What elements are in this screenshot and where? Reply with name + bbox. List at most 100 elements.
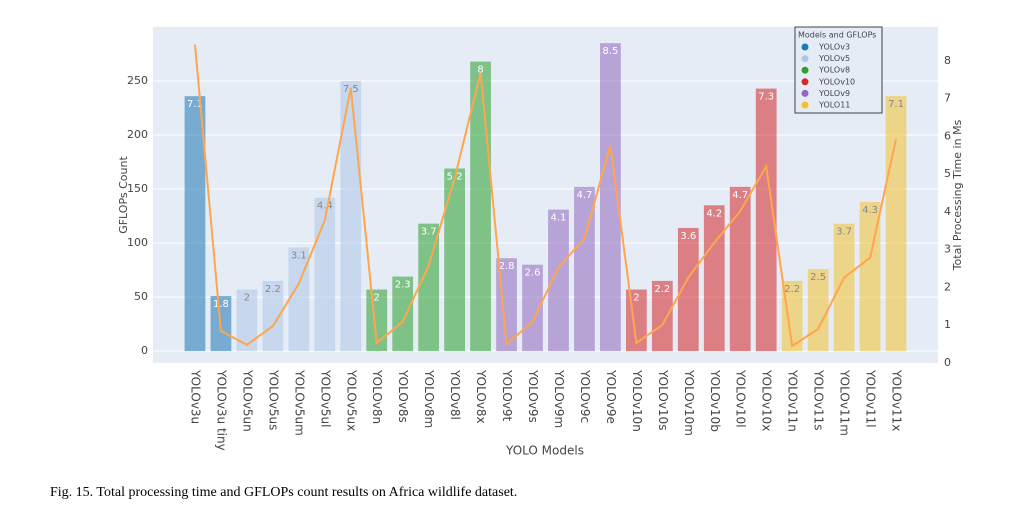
x-tick-label: YOLOv9t xyxy=(500,369,514,422)
caption: Fig. 15. Total processing time and GFLOP… xyxy=(50,485,517,500)
y-axis-title: GFLOPs Count xyxy=(117,156,130,234)
x-tick-label: YOLOv5ux xyxy=(344,369,358,431)
x-tick-label: YOLOv8x xyxy=(474,369,488,424)
bar-text: 4.7 xyxy=(732,190,748,201)
x-tick-label: YOLOv8s xyxy=(396,369,410,423)
y2-tick-label: 3 xyxy=(944,243,951,256)
bar xyxy=(703,205,725,352)
x-axis-title: YOLO Models xyxy=(505,444,584,458)
x-tick-label: YOLOv10n xyxy=(630,369,644,432)
bar xyxy=(314,197,336,352)
bar-text: 3.6 xyxy=(680,231,696,242)
x-tick-label: YOLOv9e xyxy=(604,369,618,424)
bar-text: 2.3 xyxy=(395,280,411,291)
y-tick-label: 150 xyxy=(127,182,148,195)
bar-text: 3.1 xyxy=(291,250,307,261)
legend-title: Models and GFLOPs xyxy=(798,31,876,40)
y-tick-label: 200 xyxy=(127,128,148,141)
bar xyxy=(184,96,206,352)
bar xyxy=(729,186,751,352)
x-tick-label: YOLOv8m xyxy=(422,369,436,428)
legend-swatch xyxy=(801,89,809,97)
bar-text: 3.7 xyxy=(836,227,852,238)
bar-text: 4.3 xyxy=(862,205,878,216)
legend-swatch xyxy=(801,78,809,86)
x-tick-label: YOLOv8l xyxy=(448,369,462,420)
x-tick-label: YOLOv11m xyxy=(838,369,852,436)
y-tick-label: 0 xyxy=(141,344,148,357)
bar-text: 2.2 xyxy=(654,284,670,295)
bar-text: 1.8 xyxy=(213,299,229,310)
bar xyxy=(885,96,907,352)
y-tick-label: 250 xyxy=(127,74,148,87)
y2-tick-label: 8 xyxy=(944,54,951,67)
x-tick-label: YOLOv10m xyxy=(682,369,696,436)
x-tick-label: YOLOv10b xyxy=(708,369,722,432)
bar-text: 7.1 xyxy=(187,99,203,110)
y2-tick-label: 7 xyxy=(944,92,951,105)
x-tick-label: YOLOv8n xyxy=(370,369,384,424)
x-tick-label: YOLOv11n xyxy=(786,369,800,432)
y2-tick-label: 4 xyxy=(944,205,951,218)
legend-swatch xyxy=(801,101,809,109)
bar xyxy=(522,264,543,352)
bar-text: 2 xyxy=(374,293,380,304)
bar xyxy=(548,209,569,352)
x-tick-label: YOLOv9s xyxy=(526,369,540,423)
bar xyxy=(392,276,414,352)
y2-tick-label: 0 xyxy=(944,356,951,369)
bar-text: 4.1 xyxy=(551,213,567,224)
bar-text: 2.6 xyxy=(525,268,541,279)
y2-axis-title: Total Processing Time in Ms xyxy=(951,119,964,271)
bar xyxy=(288,247,310,352)
x-tick-label: YOLOv5us xyxy=(266,369,280,430)
bar xyxy=(262,280,284,352)
legend-swatch xyxy=(801,43,809,51)
bar-text: 2 xyxy=(633,293,639,304)
x-tick-label: YOLOv9m xyxy=(552,369,566,428)
bar xyxy=(677,227,699,352)
bar-text: 8.5 xyxy=(602,46,618,57)
x-tick-label: YOLOv3u tiny xyxy=(214,369,228,451)
y-tick-label: 100 xyxy=(127,236,148,249)
x-tick-label: YOLOv10s xyxy=(656,369,670,430)
y2-tick-label: 1 xyxy=(944,318,951,331)
bar-text: 2.2 xyxy=(265,284,281,295)
x-tick-label: YOLOv11s xyxy=(812,369,826,430)
bar-text: 8 xyxy=(477,65,483,76)
y-tick-label: 50 xyxy=(134,290,148,303)
bar xyxy=(600,43,621,352)
x-tick-label: YOLOv3u xyxy=(188,369,202,424)
bar-text: 4.4 xyxy=(317,201,333,212)
bar-text: 7.1 xyxy=(888,99,904,110)
x-tick-label: YOLOv11l xyxy=(864,369,878,428)
legend-label: YOLOv10 xyxy=(818,77,855,86)
bar xyxy=(807,269,829,352)
legend-box xyxy=(794,26,883,114)
bar-text: 4.7 xyxy=(576,190,592,201)
bar-text: 3.7 xyxy=(421,227,437,238)
bar xyxy=(755,88,777,352)
x-tick-label: YOLOv10x xyxy=(760,369,774,431)
x-tick-label: YOLOv5ul xyxy=(318,369,332,428)
y2-tick-label: 5 xyxy=(944,167,951,180)
bar xyxy=(444,168,466,352)
legend-swatch xyxy=(801,66,809,74)
y2-tick-label: 2 xyxy=(944,280,951,293)
legend-label: YOLOv5 xyxy=(818,54,850,63)
bar xyxy=(651,280,673,352)
bar xyxy=(418,223,440,352)
y2-tick-label: 6 xyxy=(944,129,951,142)
bar-text: 7.3 xyxy=(758,92,774,103)
bar xyxy=(833,223,855,352)
x-tick-label: YOLOv5um xyxy=(292,369,306,436)
bar xyxy=(574,186,595,352)
bar-text: 2.8 xyxy=(499,261,515,272)
x-tick-label: YOLOv5un xyxy=(240,369,254,432)
bar-text: 2.5 xyxy=(810,272,826,283)
bar-text: 4.2 xyxy=(706,208,722,219)
x-tick-label: YOLOv9c xyxy=(578,369,592,423)
legend-label: YOLOv9 xyxy=(818,89,850,98)
bar-text: 2 xyxy=(244,293,250,304)
